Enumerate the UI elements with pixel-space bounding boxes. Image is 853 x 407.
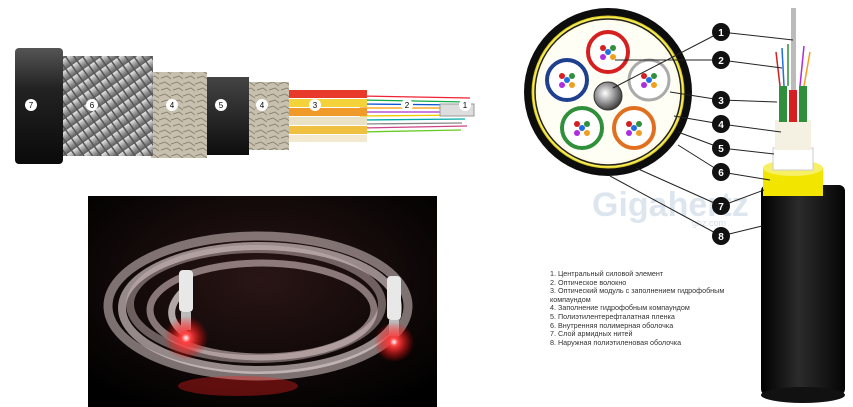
outer-foil-layer [151, 72, 207, 158]
module-green [560, 106, 604, 150]
inner-foil-layer [247, 82, 289, 150]
callout-2-number: 2 [718, 56, 724, 67]
fiber-bundle [359, 95, 475, 133]
cross-section [524, 8, 692, 176]
callout-7-number: 7 [718, 202, 724, 213]
callout-3: 3 [712, 91, 730, 109]
callout-6: 6 [712, 163, 730, 181]
connector-left [164, 270, 208, 360]
label-badge-6: 6 [86, 99, 98, 111]
callout-5-number: 5 [718, 144, 724, 155]
label-badge-5: 5 [215, 99, 227, 111]
label-badge-7: 7 [25, 99, 37, 111]
module-orange [612, 106, 656, 150]
label-2: 2 [405, 101, 410, 110]
callout-7: 7 [712, 197, 730, 215]
module-blue [545, 58, 589, 102]
label-4b: 4 [260, 101, 265, 110]
legend-item: 4. Заполнение гидрофобным компаундом [550, 303, 690, 313]
inner-sheath [205, 77, 249, 155]
label-5: 5 [219, 101, 224, 110]
callout-8: 8 [712, 227, 730, 245]
central-strength-member [593, 81, 623, 111]
stripped-cable-photo: 7 6 4 5 4 3 2 [15, 44, 480, 164]
callout-4-number: 4 [718, 120, 724, 131]
legend-item: 5. Полиэтилентерефталатная пленка [550, 311, 675, 321]
label-badge-1: 1 [459, 99, 471, 111]
legend-item: 2. Оптическое волокно [550, 277, 627, 287]
legend-item: 8. Наружная полиэтиленовая оболочка [550, 337, 682, 347]
legend-item: 7. Слой армидных нитей [550, 329, 633, 339]
callout-4: 4 [712, 115, 730, 133]
connector-right [374, 276, 414, 362]
label-badge-4a: 4 [166, 99, 178, 111]
label-6: 6 [90, 101, 95, 110]
callout-1-number: 1 [718, 28, 724, 39]
module-white [627, 58, 671, 102]
steel-wire-armor [61, 56, 153, 156]
cable-cross-section-diagram: Gigahertz ghz.com [510, 0, 853, 407]
label-badge-3: 3 [309, 99, 321, 111]
label-3: 3 [313, 101, 318, 110]
legend-item: компаундом [550, 294, 591, 304]
label-badge-2: 2 [401, 99, 413, 111]
loose-tubes [287, 90, 367, 142]
watermark-sub: ghz.com [692, 218, 726, 228]
legend-item: 3. Оптический модуль с заполнением гидро… [550, 286, 725, 296]
callout-3-number: 3 [718, 96, 724, 107]
outer-jacket [15, 48, 63, 164]
legend-list: 1. Центральный силовой элемент 2. Оптиче… [550, 269, 750, 347]
cable-side-view [761, 8, 845, 403]
legend-item: 6. Внутренняя полимерная оболочка [550, 320, 674, 330]
callout-6-number: 6 [718, 168, 724, 179]
red-glow-reflection [178, 376, 298, 396]
legend-item: 1. Центральный силовой элемент [550, 269, 664, 278]
callout-5: 5 [712, 139, 730, 157]
callout-8-number: 8 [718, 232, 724, 243]
callout-1: 1 [712, 23, 730, 41]
callout-2: 2 [712, 51, 730, 69]
label-1: 1 [463, 101, 468, 110]
label-4a: 4 [170, 101, 175, 110]
label-badge-4b: 4 [256, 99, 268, 111]
glowing-fiber-photo [88, 196, 437, 407]
label-7: 7 [29, 101, 34, 110]
module-red [586, 30, 630, 74]
